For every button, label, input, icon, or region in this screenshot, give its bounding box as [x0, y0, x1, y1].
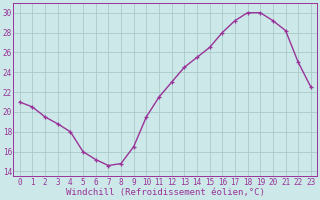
- X-axis label: Windchill (Refroidissement éolien,°C): Windchill (Refroidissement éolien,°C): [66, 188, 265, 197]
